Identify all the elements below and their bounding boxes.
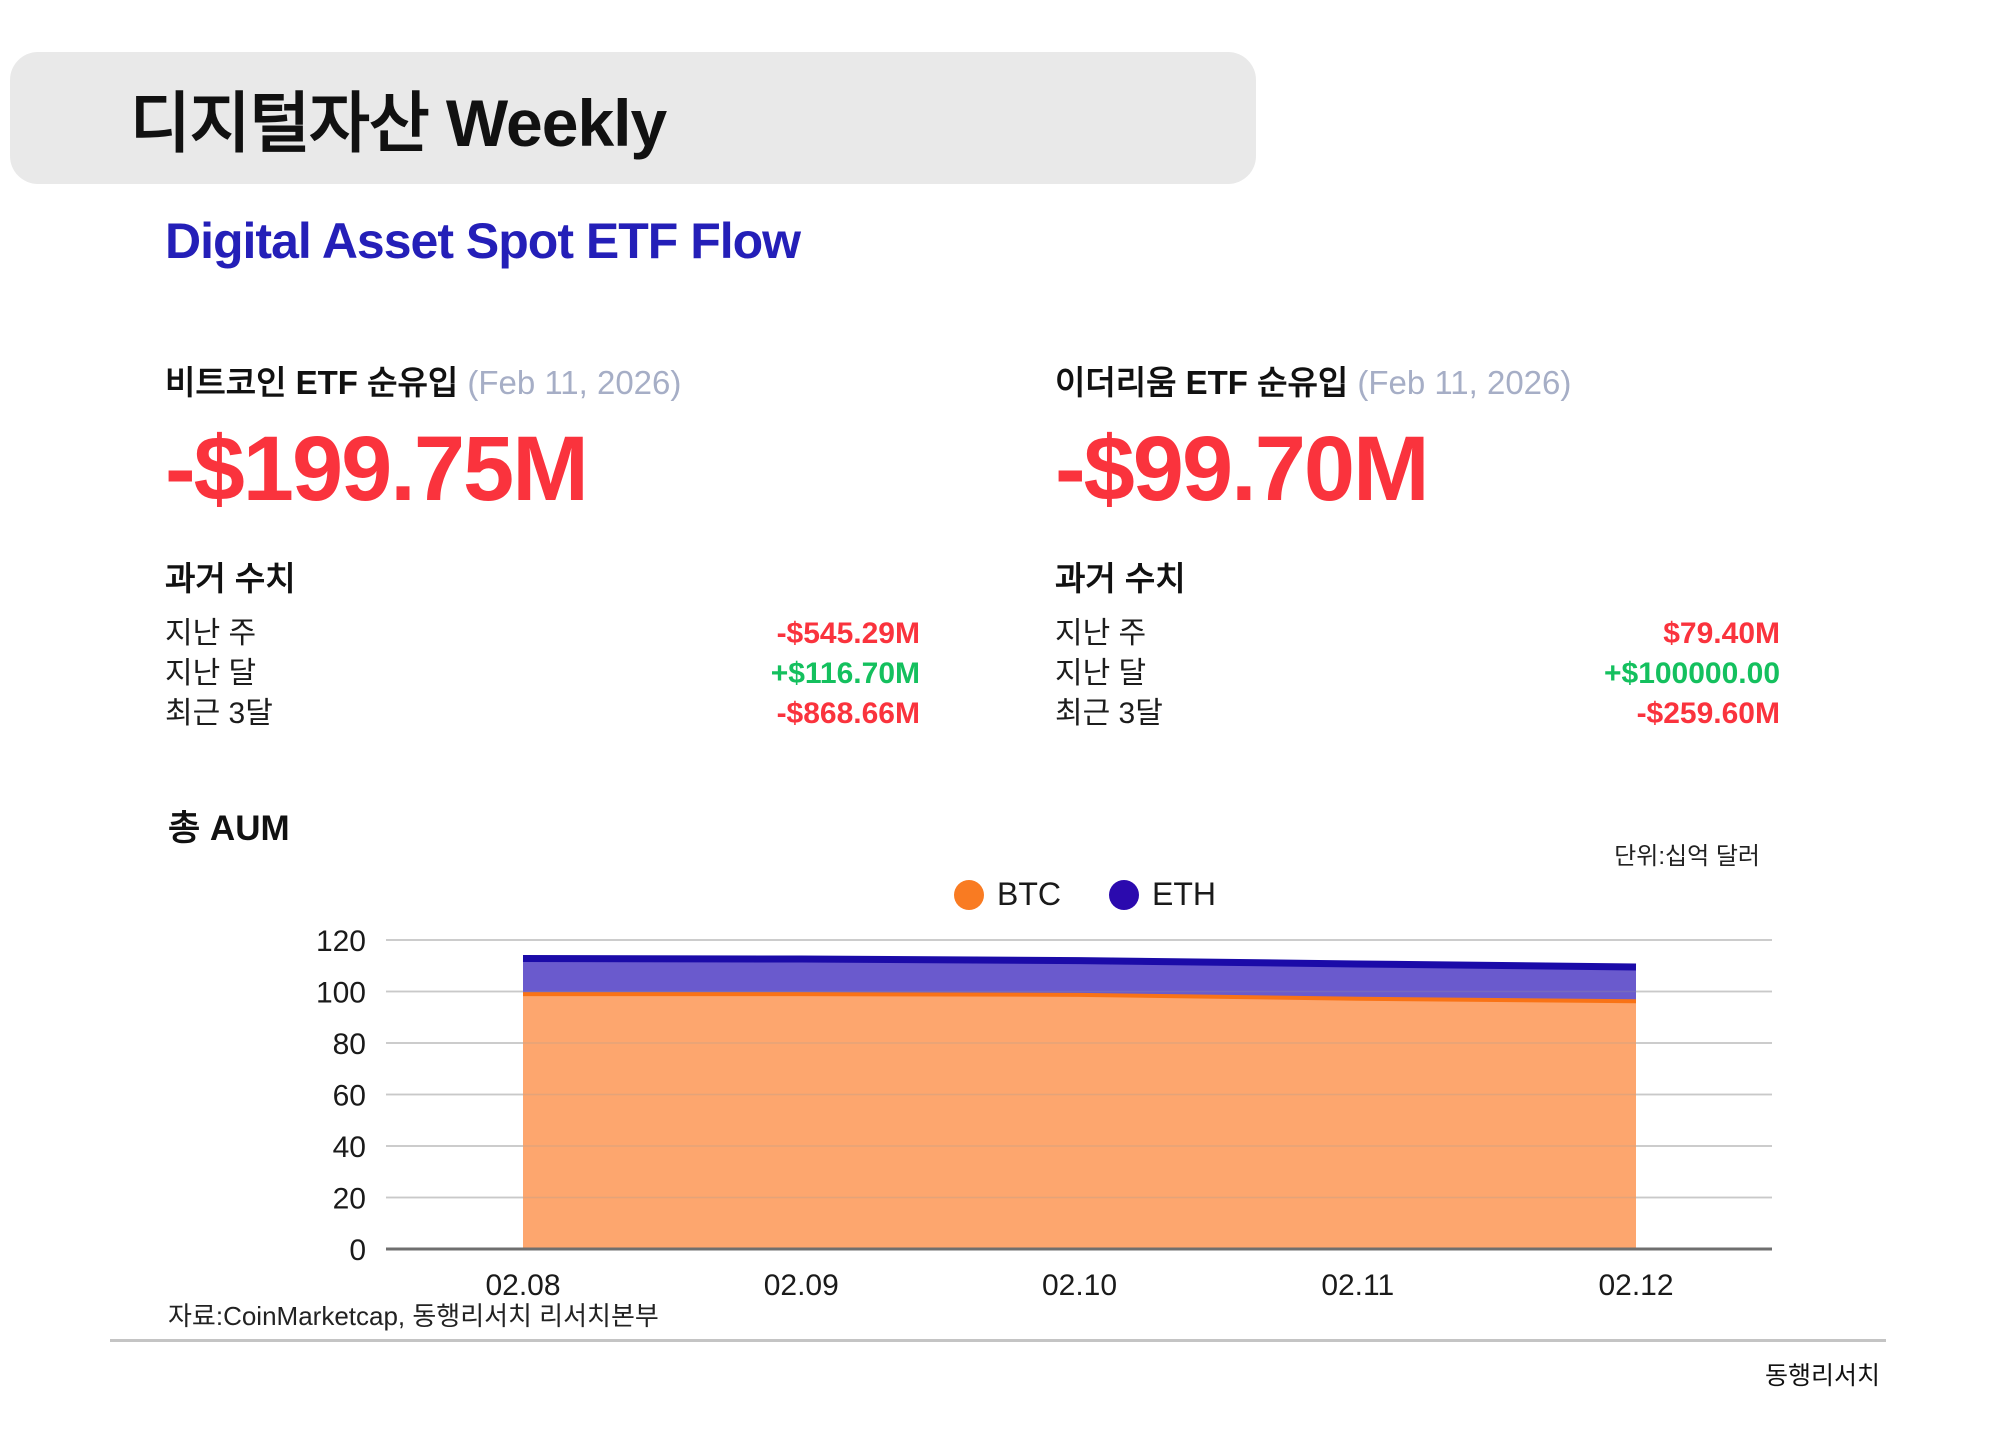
table-row: 지난 주 $79.40M — [1055, 614, 1780, 654]
eth-card-date: (Feb 11, 2026) — [1357, 364, 1572, 401]
chart-title: 총 AUM — [168, 809, 290, 848]
history-label: 지난 주 — [1055, 617, 1147, 650]
btc-history-title: 과거 수치 — [165, 560, 296, 597]
chart-unit-label: 단위:십억 달러 — [1614, 843, 1760, 870]
history-value: +$116.70M — [770, 657, 920, 690]
svg-text:02.10: 02.10 — [1042, 1269, 1117, 1302]
eth-card-header: 이더리움 ETF 순유입 (Feb 11, 2026) — [1055, 362, 1780, 404]
eth-net-flow-value: -$99.70M — [1055, 418, 1430, 520]
brand-name: 동행리서치 — [1764, 1362, 1880, 1390]
aum-stacked-area-chart: 0 20 40 60 80 100 120 02.08 02.09 02.10 02.11 02.12 — [280, 920, 1840, 1320]
history-value: -$259.60M — [1636, 697, 1780, 730]
history-label: 지난 달 — [165, 657, 257, 690]
history-label: 지난 달 — [1055, 657, 1147, 690]
legend-label: BTC — [997, 876, 1061, 912]
page-subtitle: Digital Asset Spot ETF Flow — [165, 213, 801, 269]
svg-text:02.08: 02.08 — [485, 1269, 560, 1302]
eth-etf-flow-card: 이더리움 ETF 순유입 (Feb 11, 2026) -$99.70M 과거 … — [1055, 362, 1780, 734]
svg-text:80: 80 — [333, 1028, 366, 1061]
svg-text:120: 120 — [316, 925, 366, 958]
history-value: -$545.29M — [776, 617, 920, 650]
table-row: 지난 달 +$100000.00 — [1055, 654, 1780, 694]
btc-etf-flow-card: 비트코인 ETF 순유입 (Feb 11, 2026) -$199.75M 과거… — [165, 362, 920, 734]
btc-history-rows: 지난 주 -$545.29M 지난 달 +$116.70M 최근 3달 -$86… — [165, 614, 920, 734]
svg-text:40: 40 — [333, 1131, 366, 1164]
chart-legend: BTC ETH — [954, 876, 1216, 913]
history-value: -$868.66M — [776, 697, 920, 730]
svg-text:100: 100 — [316, 977, 366, 1010]
svg-text:20: 20 — [333, 1183, 366, 1216]
btc-legend-dot-icon — [954, 879, 984, 910]
history-value: $79.40M — [1663, 617, 1780, 650]
btc-net-flow-value: -$199.75M — [165, 418, 589, 520]
legend-label: ETH — [1152, 876, 1216, 912]
footer-divider — [110, 1339, 1886, 1342]
svg-text:02.09: 02.09 — [764, 1269, 839, 1302]
svg-text:0: 0 — [349, 1234, 366, 1267]
table-row: 지난 주 -$545.29M — [165, 614, 920, 654]
eth-history-title: 과거 수치 — [1055, 560, 1186, 597]
title-banner: 디지털자산 Weekly — [10, 52, 1256, 184]
svg-text:02.11: 02.11 — [1321, 1269, 1394, 1302]
eth-legend-dot-icon — [1109, 879, 1139, 910]
btc-card-header: 비트코인 ETF 순유입 (Feb 11, 2026) — [165, 362, 920, 404]
source-note: 자료:CoinMarketcap, 동행리서치 리서치본부 — [168, 1301, 659, 1331]
svg-text:60: 60 — [333, 1080, 366, 1113]
history-label: 지난 주 — [165, 617, 257, 650]
eth-card-title: 이더리움 ETF 순유입 — [1055, 364, 1349, 401]
chart-canvas: 0 20 40 60 80 100 120 02.08 02.09 02.10 02.11 02.12 — [316, 925, 1772, 1302]
eth-history-rows: 지난 주 $79.40M 지난 달 +$100000.00 최근 3달 -$25… — [1055, 614, 1780, 734]
table-row: 지난 달 +$116.70M — [165, 654, 920, 694]
svg-text:02.12: 02.12 — [1598, 1269, 1673, 1302]
history-label: 최근 3달 — [1055, 697, 1163, 730]
history-value: +$100000.00 — [1603, 657, 1780, 690]
table-row: 최근 3달 -$868.66M — [165, 694, 920, 734]
history-label: 최근 3달 — [165, 697, 273, 730]
btc-card-title: 비트코인 ETF 순유입 — [165, 364, 459, 401]
legend-item-btc: BTC — [954, 876, 1061, 913]
table-row: 최근 3달 -$259.60M — [1055, 694, 1780, 734]
legend-item-eth: ETH — [1109, 876, 1216, 913]
page-title: 디지털자산 Weekly — [130, 86, 667, 160]
btc-card-date: (Feb 11, 2026) — [467, 364, 682, 401]
